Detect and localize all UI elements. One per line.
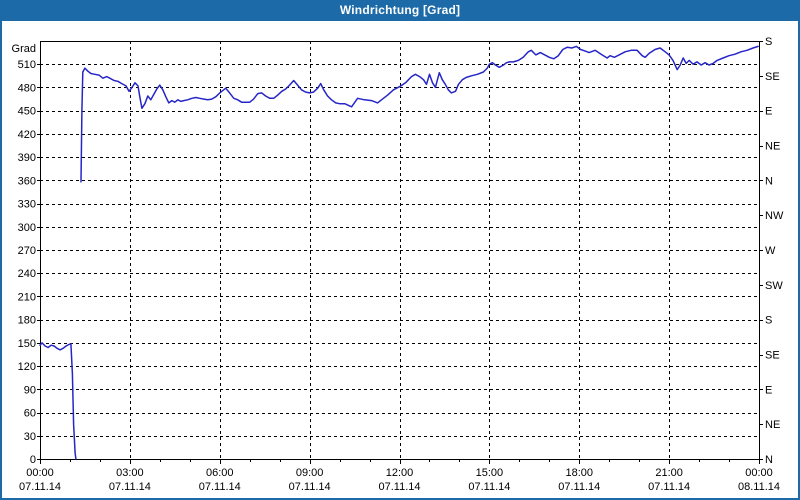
svg-text:NW: NW bbox=[765, 210, 784, 222]
svg-text:30: 30 bbox=[24, 431, 36, 443]
svg-text:S: S bbox=[765, 315, 772, 327]
svg-text:N: N bbox=[765, 454, 773, 466]
svg-text:90: 90 bbox=[24, 384, 36, 396]
svg-text:300: 300 bbox=[18, 222, 36, 234]
svg-text:07.11.14: 07.11.14 bbox=[378, 481, 420, 493]
svg-text:07.11.14: 07.11.14 bbox=[199, 481, 241, 493]
svg-text:15:00: 15:00 bbox=[476, 467, 504, 479]
svg-text:12:00: 12:00 bbox=[386, 467, 414, 479]
svg-text:21:00: 21:00 bbox=[655, 467, 683, 479]
svg-text:06:00: 06:00 bbox=[206, 467, 234, 479]
svg-text:08.11.14: 08.11.14 bbox=[738, 481, 780, 493]
svg-text:180: 180 bbox=[18, 315, 36, 327]
svg-text:NE: NE bbox=[765, 419, 780, 431]
svg-text:Grad: Grad bbox=[12, 43, 36, 55]
svg-text:390: 390 bbox=[18, 152, 36, 164]
svg-text:E: E bbox=[765, 106, 772, 118]
svg-text:60: 60 bbox=[24, 408, 36, 420]
svg-text:07.11.14: 07.11.14 bbox=[468, 481, 510, 493]
svg-text:W: W bbox=[765, 245, 776, 257]
svg-text:03:00: 03:00 bbox=[116, 467, 144, 479]
svg-text:S: S bbox=[765, 36, 772, 48]
svg-text:450: 450 bbox=[18, 106, 36, 118]
svg-text:00:00: 00:00 bbox=[26, 467, 54, 479]
svg-text:360: 360 bbox=[18, 175, 36, 187]
svg-text:18:00: 18:00 bbox=[565, 467, 593, 479]
svg-text:510: 510 bbox=[18, 59, 36, 71]
svg-text:270: 270 bbox=[18, 245, 36, 257]
svg-text:330: 330 bbox=[18, 199, 36, 211]
svg-text:420: 420 bbox=[18, 129, 36, 141]
svg-text:00:00: 00:00 bbox=[745, 467, 773, 479]
svg-text:240: 240 bbox=[18, 268, 36, 280]
svg-text:480: 480 bbox=[18, 82, 36, 94]
svg-text:NE: NE bbox=[765, 141, 780, 153]
svg-text:N: N bbox=[765, 175, 773, 187]
svg-text:E: E bbox=[765, 384, 772, 396]
svg-text:SW: SW bbox=[765, 280, 783, 292]
svg-text:07.11.14: 07.11.14 bbox=[558, 481, 600, 493]
svg-text:07.11.14: 07.11.14 bbox=[109, 481, 151, 493]
svg-text:150: 150 bbox=[18, 338, 36, 350]
svg-text:120: 120 bbox=[18, 361, 36, 373]
svg-text:0: 0 bbox=[30, 454, 36, 466]
svg-text:07.11.14: 07.11.14 bbox=[289, 481, 331, 493]
svg-text:SE: SE bbox=[765, 350, 780, 362]
svg-text:07.11.14: 07.11.14 bbox=[648, 481, 690, 493]
titlebar: Windrichtung [Grad] bbox=[0, 0, 800, 21]
svg-text:210: 210 bbox=[18, 291, 36, 303]
svg-text:07.11.14: 07.11.14 bbox=[19, 481, 61, 493]
svg-text:SE: SE bbox=[765, 71, 780, 83]
window-title: Windrichtung [Grad] bbox=[339, 3, 461, 17]
svg-text:09:00: 09:00 bbox=[296, 467, 324, 479]
